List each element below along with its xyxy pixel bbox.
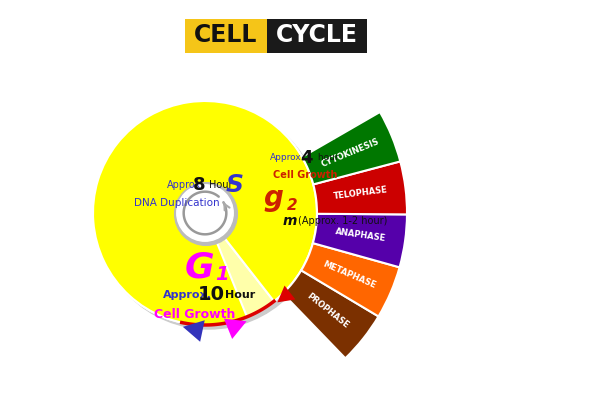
FancyBboxPatch shape [267, 19, 367, 53]
Text: m: m [283, 214, 297, 228]
Text: Cell Growth: Cell Growth [273, 170, 337, 180]
Text: ANAPHASE: ANAPHASE [335, 227, 386, 243]
Wedge shape [301, 243, 400, 317]
Text: Approx.: Approx. [167, 180, 204, 190]
Text: hour: hour [315, 153, 338, 162]
Wedge shape [93, 102, 205, 323]
Text: CELL: CELL [195, 23, 258, 47]
Text: g: g [263, 184, 283, 212]
Text: 10: 10 [198, 286, 225, 304]
Text: PROPHASE: PROPHASE [305, 291, 351, 330]
Circle shape [174, 183, 237, 245]
Text: 4: 4 [300, 149, 313, 167]
Wedge shape [283, 271, 378, 358]
Text: 2: 2 [287, 197, 297, 213]
Text: Cell Growth: Cell Growth [154, 308, 236, 322]
Text: Approx.: Approx. [163, 290, 212, 300]
Text: (Approx. 1-2 hour): (Approx. 1-2 hour) [298, 216, 387, 226]
Polygon shape [224, 319, 247, 339]
Circle shape [97, 105, 321, 329]
Text: 1: 1 [215, 266, 229, 284]
Wedge shape [182, 213, 274, 325]
Text: Hour: Hour [209, 180, 233, 190]
Wedge shape [313, 214, 407, 267]
Polygon shape [183, 320, 205, 342]
Text: 8: 8 [193, 176, 206, 194]
Text: CYTOKINESIS: CYTOKINESIS [320, 137, 381, 169]
Wedge shape [93, 101, 317, 325]
FancyBboxPatch shape [185, 19, 267, 53]
Wedge shape [302, 112, 400, 184]
Text: Approx.: Approx. [270, 153, 305, 162]
Circle shape [177, 185, 233, 241]
Wedge shape [192, 101, 317, 317]
Text: TELOPHASE: TELOPHASE [333, 185, 389, 201]
Text: METAPHASE: METAPHASE [321, 259, 377, 290]
Text: G: G [185, 251, 215, 285]
Text: S: S [226, 173, 244, 197]
Text: DNA Duplication: DNA Duplication [134, 198, 220, 208]
Polygon shape [277, 286, 296, 302]
Text: CYCLE: CYCLE [276, 23, 358, 47]
Wedge shape [313, 162, 407, 215]
Text: Hour: Hour [225, 290, 255, 300]
